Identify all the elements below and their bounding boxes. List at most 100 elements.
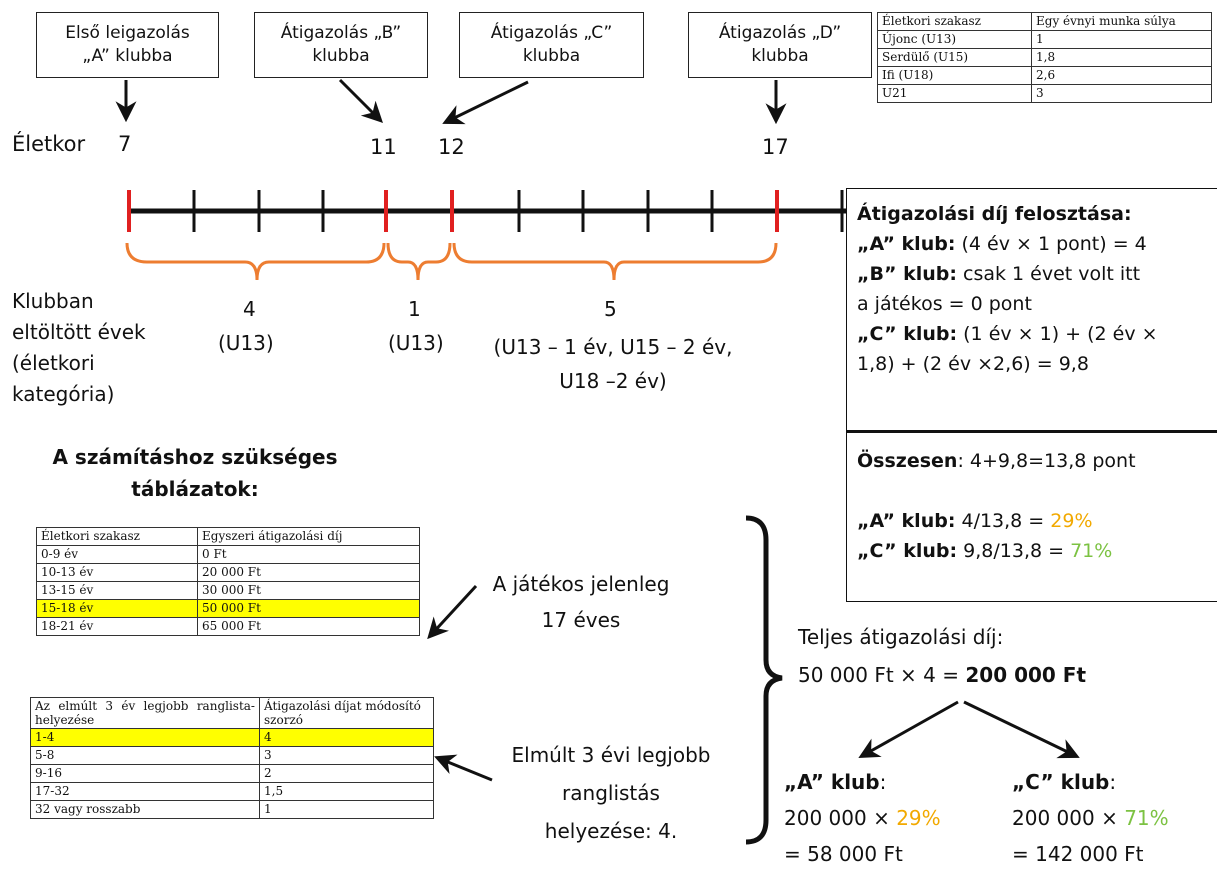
panel-total-text: : 4+9,8=13,8 pont — [957, 450, 1136, 472]
panel-total-label: Összesen — [857, 450, 958, 472]
split-a-header: „A” klub: — [784, 764, 941, 800]
total-fee-label: Teljes átigazolási díj: — [798, 625, 1004, 649]
rank-note: Elmúlt 3 évi legjobb ranglistás helyezés… — [511, 743, 711, 843]
weight-row-stage: Újonc (U13) — [877, 30, 1032, 49]
panel-b-label: „B” klub: — [857, 263, 957, 285]
panel-b-line-2: a játékos = 0 pont — [857, 293, 1032, 315]
age-label: Életkor — [12, 132, 86, 156]
rank-row-value: 1 — [259, 800, 434, 819]
fee-row-stage: 18-21 év — [36, 617, 198, 636]
age-17: 17 — [762, 135, 789, 159]
rank-row-place: 9-16 — [30, 764, 260, 783]
split-c: „C” klub: 200 000 × 71% = 142 000 Ft — [1012, 764, 1169, 872]
weight-row-value: 2,6 — [1031, 66, 1212, 85]
panel-share-a-text: 4/13,8 = — [955, 510, 1051, 532]
weight-table: Életkori szakasz Egy évnyi munka súlya Ú… — [877, 12, 1212, 103]
split-a-formula: 200 000 × — [784, 806, 897, 830]
summary-bracket — [745, 515, 783, 845]
rank-row-place-highlighted: 1-4 — [30, 728, 260, 747]
rank-header-multiplier: Átigazolási díjat módosító szorzó — [259, 697, 434, 729]
years-a-count: 4 — [243, 297, 256, 321]
panel-c-line: „C” klub: (1 év × 1) + (2 év × — [857, 319, 1158, 349]
panel-total-line: Összesen: 4+9,8=13,8 pont — [857, 446, 1136, 476]
panel-upper: Átigazolási díj felosztása: „A” klub: (4… — [857, 199, 1158, 379]
age-11: 11 — [370, 135, 397, 159]
rank-row-value: 3 — [259, 746, 434, 765]
split-a-result: = 58 000 Ft — [784, 842, 903, 866]
timeline-ticks — [192, 190, 844, 232]
years-c-cat: (U13 – 1 év, U15 – 2 év, U18 –2 év) — [493, 335, 733, 393]
weight-row-value: 1 — [1031, 30, 1212, 49]
panel-share-c: „C” klub: 9,8/13,8 = 71% — [857, 536, 1136, 566]
fee-row-stage: 10-13 év — [36, 563, 198, 582]
fee-row-value-highlighted: 50 000 Ft — [197, 599, 420, 618]
year-braces — [125, 242, 778, 281]
weight-header-stage: Életkori szakasz — [877, 12, 1032, 31]
fee-table: Életkori szakasz Egyszeri átigazolási dí… — [36, 527, 420, 636]
arrow-c — [442, 80, 529, 125]
fee-row-stage-highlighted: 15-18 év — [36, 599, 198, 618]
rank-row-value: 1,5 — [259, 782, 434, 801]
panel-c-label: „C” klub: — [857, 323, 958, 345]
arrow-split-c — [963, 700, 1080, 759]
panel-share-a-pct: 29% — [1050, 510, 1093, 532]
transfer-box-d: Átigazolás „D” klubba — [688, 12, 872, 78]
rank-header-place: Az elmúlt 3 év legjobb ranglista-helyezé… — [30, 697, 260, 729]
split-c-header: „C” klub: — [1012, 764, 1169, 800]
split-a-pct: 29% — [896, 806, 941, 830]
fee-row-value: 30 000 Ft — [197, 581, 420, 600]
weight-row-stage: Ifi (U18) — [877, 66, 1032, 85]
fee-split-panel: Átigazolási díj felosztása: „A” klub: (4… — [846, 188, 1217, 602]
age-12: 12 — [438, 135, 465, 159]
weight-header-weight: Egy évnyi munka súlya — [1031, 12, 1212, 31]
panel-divider — [847, 430, 1217, 433]
fee-row-value: 65 000 Ft — [197, 617, 420, 636]
transfer-box-c: Átigazolás „C” klubba — [459, 12, 644, 78]
split-c-colon: : — [1109, 770, 1117, 794]
fee-header-stage: Életkori szakasz — [36, 527, 198, 546]
years-c-count: 5 — [604, 297, 617, 321]
split-a: „A” klub: 200 000 × 29% = 58 000 Ft — [784, 764, 941, 872]
age-7: 7 — [118, 132, 132, 156]
panel-share-c-label: „C” klub: — [857, 540, 958, 562]
tables-title: A számításhoz szükséges táblázatok: — [52, 445, 338, 501]
fee-row-stage: 0-9 év — [36, 545, 198, 564]
panel-c-text: (1 év × 1) + (2 év × — [957, 323, 1158, 345]
total-fee-amount: 200 000 Ft — [965, 663, 1087, 687]
rank-row-value-highlighted: 4 — [259, 728, 434, 747]
split-c-pct: 71% — [1124, 806, 1169, 830]
years-label: Klubban eltöltött évek (életkori kategór… — [12, 289, 146, 406]
panel-share-c-text: 9,8/13,8 = — [957, 540, 1071, 562]
panel-share-a-label: „A” klub: — [857, 510, 956, 532]
total-fee-formula: 50 000 Ft × 4 = — [798, 663, 966, 687]
rank-row-place: 17-32 — [30, 782, 260, 801]
years-b-count: 1 — [408, 297, 421, 321]
fee-header-fee: Egyszeri átigazolási díj — [197, 527, 420, 546]
panel-title: Átigazolási díj felosztása: — [857, 203, 1132, 225]
split-c-formula: 200 000 × — [1012, 806, 1125, 830]
total-fee-line: 50 000 Ft × 4 = 200 000 Ft — [798, 662, 1086, 688]
rank-row-place: 32 vagy rosszabb — [30, 800, 260, 819]
arrow-split-a — [858, 700, 959, 759]
rank-table: Az elmúlt 3 év legjobb ranglista-helyezé… — [30, 697, 434, 819]
split-a-formula-line: 200 000 × 29% — [784, 800, 941, 836]
arrow-to-fee-table — [427, 584, 478, 640]
weight-row-value: 3 — [1031, 84, 1212, 103]
timeline-red-ticks — [127, 190, 779, 232]
fee-row-value: 0 Ft — [197, 545, 420, 564]
panel-a-label: „A” klub: — [857, 233, 956, 255]
arrow-b — [338, 78, 383, 123]
panel-share-a: „A” klub: 4/13,8 = 29% — [857, 506, 1136, 536]
years-b-cat: (U13) — [388, 331, 444, 355]
transfer-box-b: Átigazolás „B” klubba — [254, 12, 428, 78]
weight-row-value: 1,8 — [1031, 48, 1212, 67]
split-a-label: „A” klub — [784, 770, 880, 794]
split-c-formula-line: 200 000 × 71% — [1012, 800, 1169, 836]
weight-row-stage: U21 — [877, 84, 1032, 103]
rank-row-place: 5-8 — [30, 746, 260, 765]
rank-row-value: 2 — [259, 764, 434, 783]
panel-a-line: „A” klub: (4 év × 1 pont) = 4 — [857, 229, 1158, 259]
transfer-box-a: Első leigazolás „A” klubba — [36, 12, 219, 78]
panel-share-c-pct: 71% — [1070, 540, 1113, 562]
panel-b-line: „B” klub: csak 1 évet volt itt — [857, 259, 1158, 289]
